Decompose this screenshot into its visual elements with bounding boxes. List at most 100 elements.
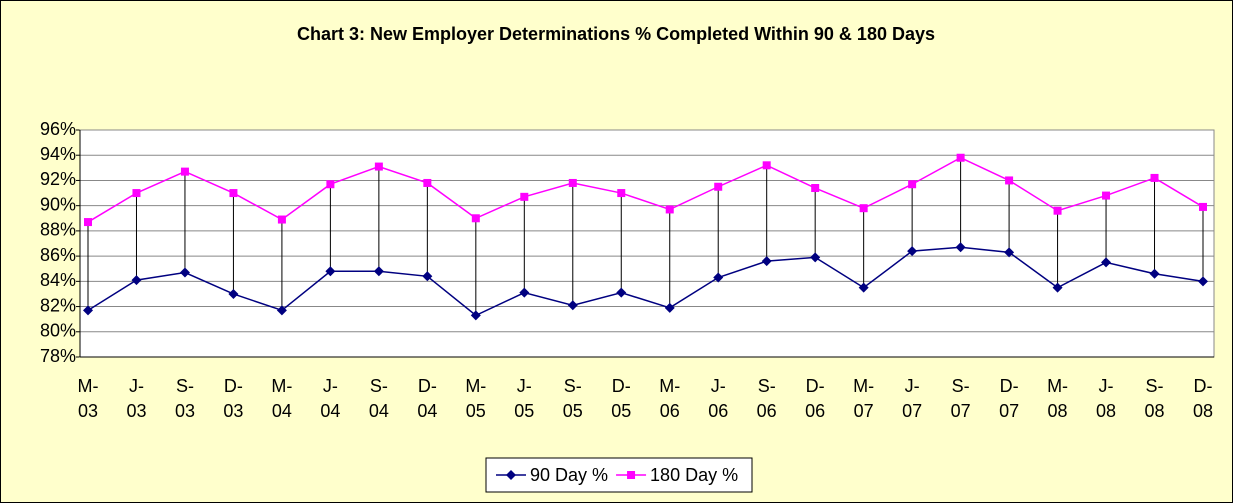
legend-marker bbox=[627, 471, 636, 479]
point bbox=[811, 184, 820, 193]
x-tick-label: 06 bbox=[757, 401, 777, 421]
point bbox=[1005, 176, 1014, 185]
x-tick-label: J- bbox=[129, 376, 144, 396]
x-tick-label: M- bbox=[465, 376, 486, 396]
x-tick-label: 08 bbox=[1145, 401, 1165, 421]
point bbox=[568, 178, 577, 187]
point bbox=[1004, 247, 1015, 258]
point bbox=[520, 192, 529, 201]
x-tick-label: 04 bbox=[272, 401, 292, 421]
x-tick-label: 05 bbox=[514, 401, 534, 421]
y-tick-label: 88% bbox=[40, 220, 76, 240]
point bbox=[471, 214, 480, 223]
x-tick-label: 03 bbox=[126, 401, 146, 421]
point bbox=[470, 310, 481, 321]
x-tick-label: 07 bbox=[854, 401, 874, 421]
x-tick-label: 08 bbox=[1048, 401, 1068, 421]
point bbox=[373, 266, 384, 277]
x-tick-label: D- bbox=[1194, 376, 1213, 396]
y-tick-label: 94% bbox=[40, 144, 76, 164]
point bbox=[567, 300, 578, 311]
y-tick-label: 90% bbox=[40, 194, 76, 214]
x-tick-label: M- bbox=[659, 376, 680, 396]
series-line bbox=[87, 156, 1204, 223]
point bbox=[617, 189, 626, 198]
x-tick-label: 05 bbox=[563, 401, 583, 421]
point bbox=[325, 266, 336, 277]
point bbox=[761, 256, 772, 267]
x-tick-label: D- bbox=[806, 376, 825, 396]
point bbox=[665, 205, 674, 214]
point bbox=[326, 180, 335, 189]
point bbox=[228, 288, 239, 299]
x-tick-label: 05 bbox=[466, 401, 486, 421]
plot-area bbox=[80, 130, 1214, 357]
point bbox=[422, 271, 433, 282]
point bbox=[858, 282, 869, 293]
y-tick-label: 84% bbox=[40, 270, 76, 290]
x-tick-label: 04 bbox=[320, 401, 340, 421]
legend-marker bbox=[506, 470, 516, 480]
point bbox=[616, 287, 627, 298]
point bbox=[1102, 191, 1111, 200]
y-tick-label: 78% bbox=[40, 346, 76, 366]
point bbox=[859, 204, 868, 213]
x-tick-label: S- bbox=[1146, 376, 1164, 396]
x-tick-label: D- bbox=[224, 376, 243, 396]
x-tick-label: 06 bbox=[660, 401, 680, 421]
x-tick-label: 03 bbox=[78, 401, 98, 421]
x-tick-label: M- bbox=[271, 376, 292, 396]
point bbox=[908, 180, 917, 189]
point bbox=[1149, 268, 1160, 279]
point bbox=[132, 189, 141, 198]
point bbox=[956, 153, 965, 162]
chart-title: Chart 3: New Employer Determinations % C… bbox=[297, 24, 935, 44]
x-tick-label: 08 bbox=[1096, 401, 1116, 421]
x-tick-label: 06 bbox=[708, 401, 728, 421]
point bbox=[423, 178, 432, 187]
point bbox=[907, 246, 918, 257]
point bbox=[131, 275, 142, 286]
point bbox=[374, 162, 383, 171]
x-tick-label: 06 bbox=[805, 401, 825, 421]
point bbox=[277, 215, 286, 224]
x-tick-label: S- bbox=[370, 376, 388, 396]
x-tick-label: J- bbox=[517, 376, 532, 396]
point bbox=[519, 287, 530, 298]
x-tick-label: 03 bbox=[175, 401, 195, 421]
point bbox=[955, 242, 966, 253]
series-line bbox=[87, 246, 1204, 317]
legend-label: 90 Day % bbox=[530, 465, 608, 485]
x-tick-label: J- bbox=[1099, 376, 1114, 396]
y-tick-label: 96% bbox=[40, 119, 76, 139]
x-tick-label: 07 bbox=[902, 401, 922, 421]
point bbox=[1150, 173, 1159, 182]
point bbox=[84, 218, 92, 227]
x-tick-label: M- bbox=[78, 376, 99, 396]
y-tick-label: 86% bbox=[40, 245, 76, 265]
point bbox=[180, 167, 189, 176]
point bbox=[1198, 276, 1208, 287]
x-tick-label: 08 bbox=[1193, 401, 1213, 421]
y-tick-label: 82% bbox=[40, 295, 76, 315]
x-tick-label: 07 bbox=[999, 401, 1019, 421]
x-tick-label: D- bbox=[1000, 376, 1019, 396]
point bbox=[714, 182, 723, 191]
x-tick-label: J- bbox=[711, 376, 726, 396]
x-tick-label: S- bbox=[176, 376, 194, 396]
point bbox=[229, 189, 238, 198]
x-tick-label: J- bbox=[905, 376, 920, 396]
y-tick-label: 92% bbox=[40, 169, 76, 189]
point bbox=[1053, 206, 1062, 215]
x-tick-label: 04 bbox=[417, 401, 437, 421]
point bbox=[179, 267, 190, 278]
x-tick-label: S- bbox=[758, 376, 776, 396]
x-tick-label: D- bbox=[612, 376, 631, 396]
point bbox=[1101, 257, 1112, 268]
legend-label: 180 Day % bbox=[650, 465, 738, 485]
y-tick-label: 80% bbox=[40, 321, 76, 341]
x-tick-label: S- bbox=[564, 376, 582, 396]
x-tick-label: 05 bbox=[611, 401, 631, 421]
x-tick-label: 04 bbox=[369, 401, 389, 421]
x-tick-label: 03 bbox=[223, 401, 243, 421]
